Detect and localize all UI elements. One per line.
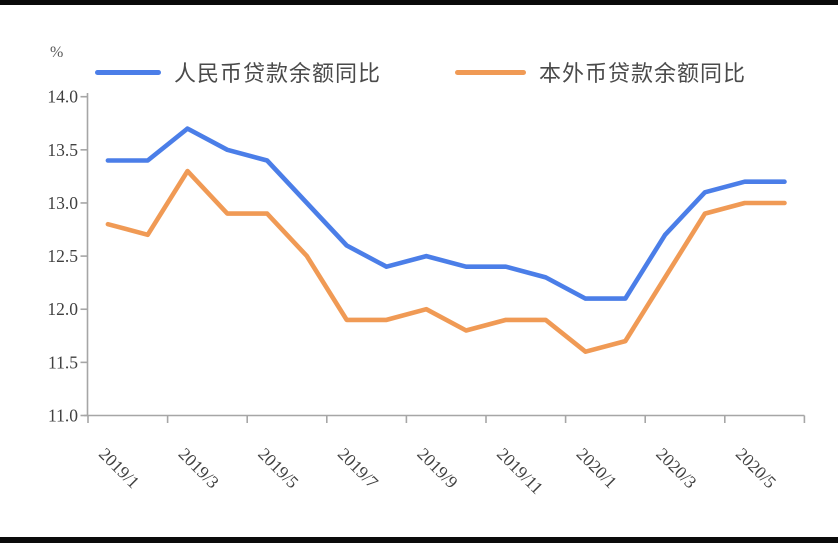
y-axis-tick-label: 12.5 [47,246,78,266]
legend-item-rmb-loans: 人民币贷款余额同比 [95,56,381,88]
x-axis-tick-label: 2020/1 [573,444,622,493]
legend-label-rmb-loans: 人民币贷款余额同比 [174,61,382,86]
legend-label-fx-loans: 本外币贷款余额同比 [539,61,747,86]
legend-swatch-orange-line-icon [455,69,526,75]
y-axis-unit-label: % [50,44,64,61]
y-axis-tick-label: 11.0 [48,406,78,426]
x-axis-tick-label: 2019/1 [95,444,144,493]
x-axis-tick-label: 2019/3 [175,444,224,493]
series-line-rmb-loans [105,126,787,301]
x-axis-tick-label: 2019/11 [493,444,547,498]
y-axis-tick-label: 11.5 [48,352,78,372]
x-axis-tick-label: 2020/3 [652,444,701,493]
series-line-fx-loans [105,168,787,355]
y-axis-tick-label: 12.0 [47,299,78,319]
legend-item-fx-loans: 本外币贷款余额同比 [455,56,746,88]
x-axis-tick-label: 2019/7 [334,444,383,493]
y-axis-tick-label: 14.0 [47,87,78,107]
bottom-border [0,537,838,543]
x-axis-tick-label: 2019/9 [413,444,462,493]
y-axis-tick-label: 13.0 [47,193,78,213]
legend-swatch-blue-line-icon [95,69,161,75]
y-axis-tick-label: 13.5 [47,140,78,160]
x-axis-tick-label: 2019/5 [254,444,303,493]
x-axis-tick-label: 2020/5 [732,444,781,493]
top-border [0,0,838,5]
